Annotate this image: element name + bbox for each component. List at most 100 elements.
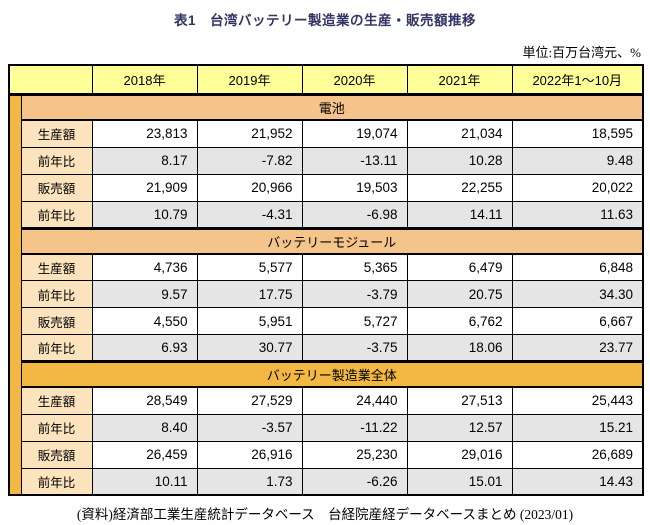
value-cell: 25,230	[301, 440, 408, 469]
table-row: 前年比 10.79 -4.31 -6.98 14.11 11.63	[9, 200, 644, 229]
header-row: 2018年 2019年 2020年 2021年 2022年1〜10月	[8, 64, 644, 96]
table-row: 生産額 23,813 21,952 19,074 21,034 18,595	[9, 119, 644, 148]
source-note: (資料)経済部工業生産統計データベース 台経院産経データベースまとめ (2023…	[76, 507, 574, 522]
row-label: 販売額	[20, 173, 93, 202]
value-cell: 6,762	[406, 307, 513, 335]
value-cell: 27,513	[406, 386, 513, 415]
value-cell: 27,529	[196, 386, 303, 415]
value-cell: 8.40	[91, 413, 198, 442]
table-row: 前年比 8.17 -7.82 -13.11 10.28 9.48	[9, 146, 644, 175]
value-cell: 14.43	[511, 467, 644, 496]
value-cell: 12.57	[406, 413, 513, 442]
value-cell: 5,365	[301, 253, 408, 281]
year-header: 2021年	[406, 64, 513, 96]
value-cell: 15.01	[406, 467, 513, 496]
value-cell: -13.11	[301, 146, 408, 175]
value-cell: 28,549	[91, 386, 198, 415]
value-cell: 29,016	[406, 440, 513, 469]
value-cell: 5,951	[196, 307, 303, 335]
value-cell: 34.30	[511, 280, 644, 308]
section-band-row: 電池	[8, 93, 644, 496]
value-cell: 19,074	[301, 119, 408, 148]
value-cell: 20,966	[196, 173, 303, 202]
value-cell: 26,459	[91, 440, 198, 469]
year-header: 2019年	[196, 64, 303, 96]
row-label: 生産額	[20, 253, 93, 281]
section-band-label: バッテリーモジュール	[20, 226, 644, 255]
value-cell: 19,503	[301, 173, 408, 202]
table-row: 前年比 6.93 30.77 -3.75 18.06 23.77	[9, 334, 644, 362]
value-cell: -4.31	[196, 200, 303, 229]
value-cell: 6,667	[511, 307, 644, 335]
value-cell: -6.26	[301, 467, 408, 496]
value-cell: 23.77	[511, 334, 644, 362]
value-cell: 14.11	[406, 200, 513, 229]
row-label: 販売額	[20, 440, 93, 469]
corner-cell	[8, 64, 93, 96]
value-cell: 10.11	[91, 467, 198, 496]
row-label: 前年比	[20, 280, 93, 308]
section-band-row: バッテリー製造業全体	[9, 360, 644, 388]
year-header: 2018年	[91, 64, 198, 96]
section-band-row: バッテリーモジュール	[9, 226, 644, 255]
data-table: 2018年 2019年 2020年 2021年 2022年1〜10月 電池 生産額…	[8, 64, 644, 496]
value-cell: 6.93	[91, 334, 198, 362]
table-row: 前年比 9.57 17.75 -3.79 20.75 34.30	[9, 280, 644, 308]
value-cell: 26,689	[511, 440, 644, 469]
year-header: 2020年	[301, 64, 408, 96]
value-cell: 20,022	[511, 173, 644, 202]
value-cell: 24,440	[301, 386, 408, 415]
value-cell: 9.57	[91, 280, 198, 308]
value-cell: 5,577	[196, 253, 303, 281]
row-label: 前年比	[20, 467, 93, 496]
value-cell: 18.06	[406, 334, 513, 362]
value-cell: 21,909	[91, 173, 198, 202]
value-cell: 6,848	[511, 253, 644, 281]
value-cell: -3.79	[301, 280, 408, 308]
value-cell: 1.73	[196, 467, 303, 496]
table-row: 生産額 28,549 27,529 24,440 27,513 25,443	[9, 386, 644, 415]
section-band-label: バッテリー製造業全体	[20, 360, 644, 388]
row-label: 生産額	[20, 386, 93, 415]
table-row: 前年比 10.11 1.73 -6.26 15.01 14.43	[9, 467, 644, 496]
row-label: 前年比	[20, 200, 93, 229]
table-row: 販売額 21,909 20,966 19,503 22,255 20,022	[9, 173, 644, 202]
value-cell: 17.75	[196, 280, 303, 308]
left-accent-strip	[8, 94, 22, 496]
value-cell: 23,813	[91, 119, 198, 148]
value-cell: 26,916	[196, 440, 303, 469]
value-cell: 10.79	[91, 200, 198, 229]
section-band-label: 電池	[20, 93, 644, 121]
year-header: 2022年1〜10月	[511, 64, 644, 96]
table-body: 電池 生産額 23,813 21,952 19,074 21,034 18,595 前年比 8.…	[8, 93, 644, 496]
value-cell: 4,550	[91, 307, 198, 335]
value-cell: 11.63	[511, 200, 644, 229]
row-label: 前年比	[20, 334, 93, 362]
value-cell: 25,443	[511, 386, 644, 415]
row-label: 生産額	[20, 119, 93, 148]
value-cell: 20.75	[406, 280, 513, 308]
value-cell: 6,479	[406, 253, 513, 281]
value-cell: 22,255	[406, 173, 513, 202]
table-row: 生産額 4,736 5,577 5,365 6,479 6,848	[9, 253, 644, 281]
value-cell: 4,736	[91, 253, 198, 281]
unit-note: 単位:百万台湾元、%	[522, 45, 641, 60]
value-cell: 8.17	[91, 146, 198, 175]
value-cell: 10.28	[406, 146, 513, 175]
table-row: 前年比 8.40 -3.57 -11.22 12.57 15.21	[9, 413, 644, 442]
row-label: 販売額	[20, 307, 93, 335]
value-cell: 21,034	[406, 119, 513, 148]
row-label: 前年比	[20, 146, 93, 175]
table-row: 販売額 26,459 26,916 25,230 29,016 26,689	[9, 440, 644, 469]
value-cell: -7.82	[196, 146, 303, 175]
value-cell: -3.57	[196, 413, 303, 442]
value-cell: -3.75	[301, 334, 408, 362]
table-title: 表1 台湾バッテリー製造業の生産・販売額推移	[173, 13, 476, 28]
value-cell: 30.77	[196, 334, 303, 362]
value-cell: -6.98	[301, 200, 408, 229]
row-label: 前年比	[20, 413, 93, 442]
value-cell: -11.22	[301, 413, 408, 442]
table-row: 販売額 4,550 5,951 5,727 6,762 6,667	[9, 307, 644, 335]
value-cell: 15.21	[511, 413, 644, 442]
